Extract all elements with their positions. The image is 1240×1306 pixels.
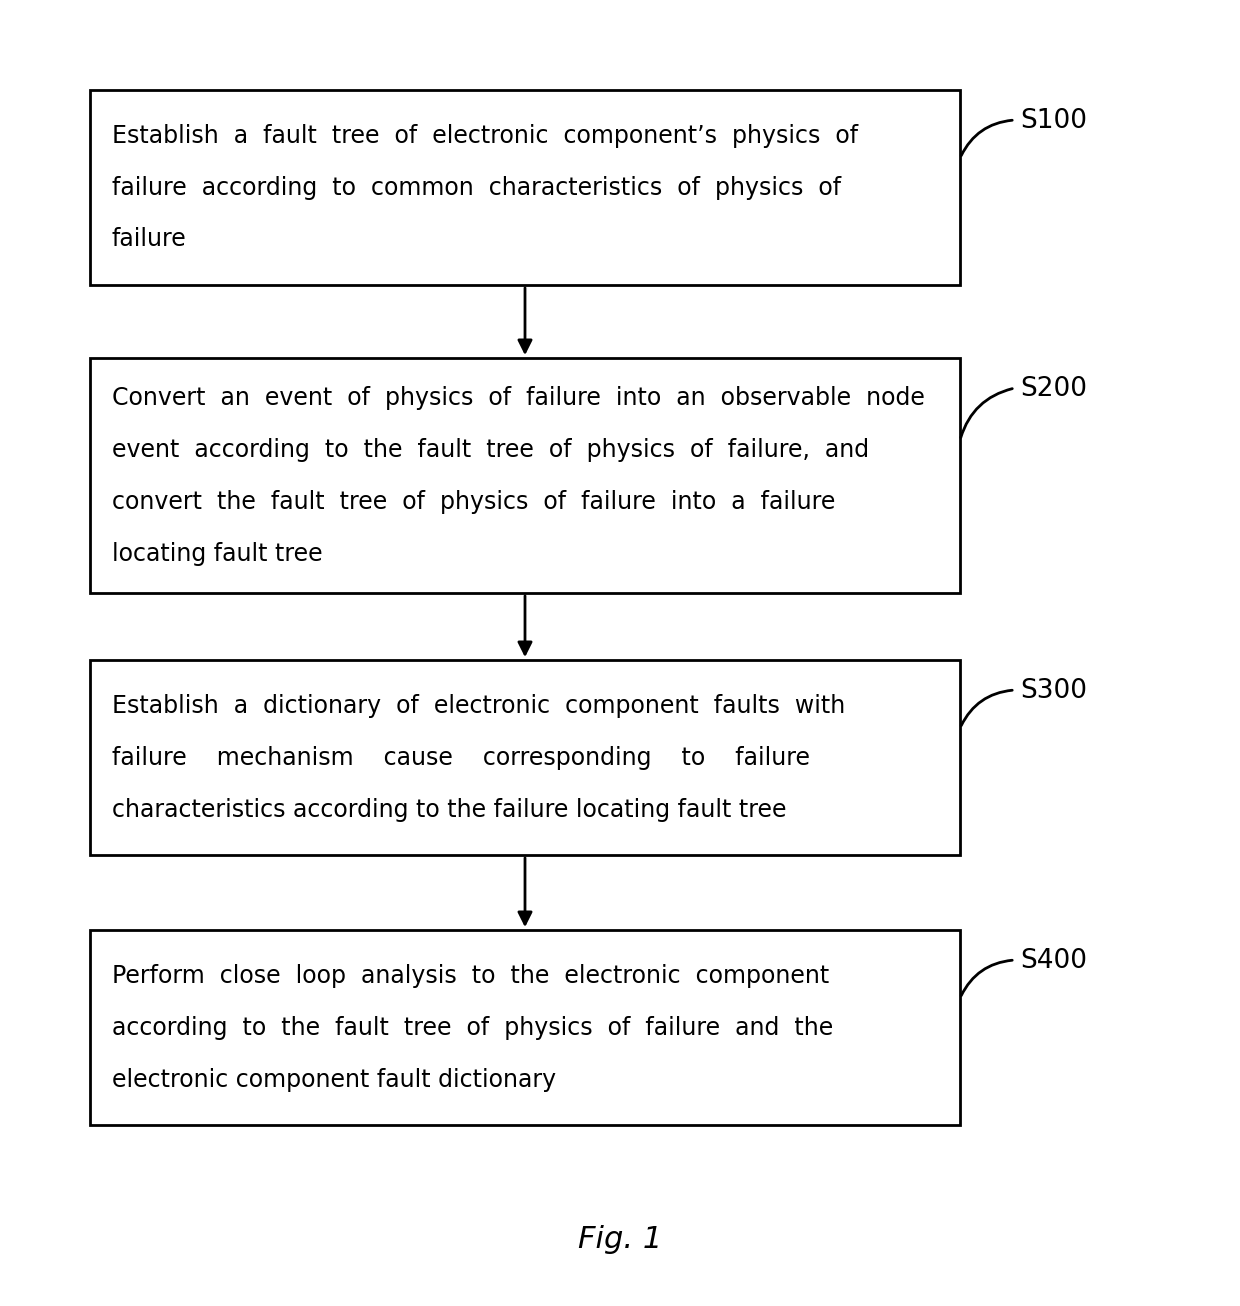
Bar <box>91 90 960 285</box>
Text: failure  according  to  common  characteristics  of  physics  of: failure according to common characterist… <box>112 175 841 200</box>
Text: S300: S300 <box>1021 678 1087 704</box>
Text: electronic component fault dictionary: electronic component fault dictionary <box>112 1067 556 1092</box>
Text: Establish  a  dictionary  of  electronic  component  faults  with: Establish a dictionary of electronic com… <box>112 693 846 717</box>
Text: locating fault tree: locating fault tree <box>112 542 322 565</box>
Bar <box>91 358 960 593</box>
Text: Fig. 1: Fig. 1 <box>578 1225 662 1255</box>
Text: characteristics according to the failure locating fault tree: characteristics according to the failure… <box>112 798 786 821</box>
Text: S100: S100 <box>1021 108 1087 135</box>
Bar <box>91 930 960 1124</box>
Text: Convert  an  event  of  physics  of  failure  into  an  observable  node: Convert an event of physics of failure i… <box>112 385 925 410</box>
Text: convert  the  fault  tree  of  physics  of  failure  into  a  failure: convert the fault tree of physics of fai… <box>112 490 836 513</box>
Text: Perform  close  loop  analysis  to  the  electronic  component: Perform close loop analysis to the elect… <box>112 964 830 987</box>
Text: S200: S200 <box>1021 376 1087 402</box>
Text: failure    mechanism    cause    corresponding    to    failure: failure mechanism cause corresponding to… <box>112 746 810 769</box>
Bar <box>91 660 960 855</box>
Text: event  according  to  the  fault  tree  of  physics  of  failure,  and: event according to the fault tree of phy… <box>112 438 869 461</box>
Text: failure: failure <box>112 227 187 252</box>
Text: Establish  a  fault  tree  of  electronic  component’s  physics  of: Establish a fault tree of electronic com… <box>112 124 858 148</box>
Text: S400: S400 <box>1021 948 1087 974</box>
Text: according  to  the  fault  tree  of  physics  of  failure  and  the: according to the fault tree of physics o… <box>112 1016 833 1040</box>
